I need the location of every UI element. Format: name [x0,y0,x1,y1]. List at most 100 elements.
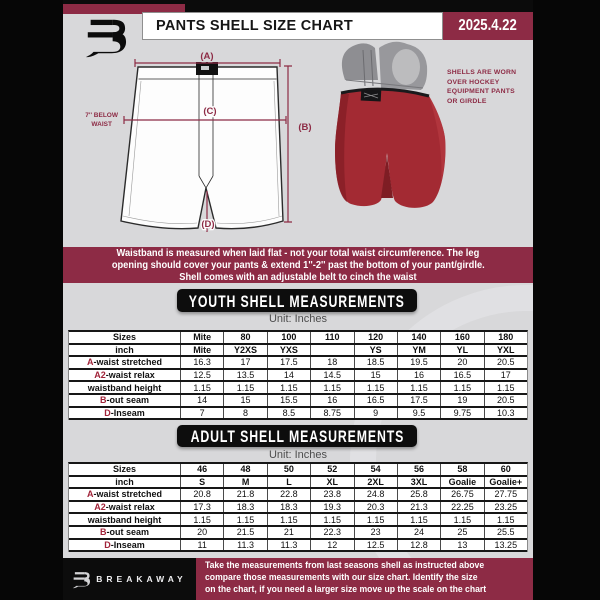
footer-instructions-box: Take the measurements from last seasons … [196,558,533,600]
pants-measurement-diagram: (A) (C) (B) (D) 7'' BELOW WAIST [85,50,313,232]
table-row: D -Inseam 11 11.3 11.3 12 12.5 12.8 13 13.25 [69,539,527,553]
waistband-info-banner: Waistband is measured when laid flat - n… [63,247,533,283]
adult-banner-title: ADULT SHELL MEASUREMENTS [190,426,404,446]
table-cell: 12.5 [180,369,223,381]
table-cell: 20.5 [483,394,527,406]
table-cell: 21.8 [223,489,266,500]
photo-caption-line: OR GIRDLE [447,97,487,105]
table-cell: 21 [266,526,310,538]
youth-measurements-table: Sizes Mite 80 100 110 120 140 160 180 inch Mite Y2X… [68,330,528,421]
table-cell: 1.15 [180,514,223,525]
footer-note-line: on the chart, if you need a larger size … [205,584,487,596]
table-cell: 1.15 [310,514,353,525]
table-cell: 1.15 [180,382,223,393]
table-cell: M [223,476,266,488]
table-cell: 3XL [396,476,440,488]
row-label: waistband height [87,514,162,525]
page-title: PANTS SHELL SIZE CHART [156,18,353,34]
youth-section-banner: YOUTH SHELL MEASUREMENTS [177,289,417,312]
table-row: D -Inseam 7 8 8.5 8.75 9 9.5 9.75 10.3 [69,407,527,421]
table-cell: 1.15 [483,514,527,525]
table-cell: 60 [483,464,527,475]
table-cell: 27.75 [483,489,527,500]
table-cell: 16 [396,369,440,381]
table-cell: 1.15 [223,382,266,393]
row-label: D -Inseam [104,407,145,418]
table-cell: L [266,476,310,488]
footer-note-line: Take the measurements from last seasons … [205,560,485,571]
table-row: B -out seam 14 15 15.5 16 16.5 17.5 19 20.5 [69,394,527,408]
table-cell: 56 [396,464,440,475]
table-cell: 25 [440,526,483,538]
table-cell: YXL [483,344,527,356]
youth-banner-title: YOUTH SHELL MEASUREMENTS [189,291,405,310]
table-row: waistband height 1.15 1.15 1.15 1.15 1.15 1.15… [69,514,527,527]
table-cell: 12.8 [396,539,440,551]
row-label: waistband height [87,382,162,393]
measurement-label-b: (B) [298,122,311,133]
table-cell: 22.25 [440,501,483,513]
table-cell: 17 [223,357,266,368]
row-label: B -out seam [99,395,149,406]
table-cell: 16.3 [180,357,223,368]
table-row: A2 -waist relax 17.3 18.3 18.3 19.3 20.3 21.3 22… [69,501,527,515]
table-cell: YL [440,344,483,356]
table-cell: 58 [440,464,483,475]
table-cell: 52 [310,464,353,475]
table-cell: 13 [440,539,483,551]
table-cell: 9.5 [396,407,440,419]
table-cell: 48 [223,464,266,475]
table-cell: 15.5 [266,394,310,406]
table-cell: 1.15 [483,382,527,393]
table-cell: 1.15 [266,382,310,393]
table-cell: 12 [310,539,353,551]
table-cell: Y2XS [223,344,266,356]
table-cell: 21.3 [396,501,440,513]
shorts-outline [120,66,284,230]
table-cell: 19 [440,394,483,406]
footer-brand-box: BREAKAWAY [63,558,196,600]
measurement-label-c: (C) [203,106,216,117]
measurement-label-d: (D) [201,219,214,230]
table-cell: 20 [440,357,483,368]
table-row: B -out seam 20 21.5 21 22.3 23 24 25 25.5 [69,526,527,540]
adult-section-banner: ADULT SHELL MEASUREMENTS [177,425,417,447]
row-label: Sizes [112,332,136,343]
row-label: A2 -waist relax [94,370,155,381]
breakaway-logo-icon [85,19,127,58]
photo-caption-line: EQUIPMENT PANTS [447,88,515,96]
table-cell: Mite [180,344,223,356]
adult-measurements-table: Sizes 46 48 50 52 54 56 58 60 inch S M L XL 2XL 3XL Goal… [68,462,528,553]
table-cell: 19.3 [310,501,353,513]
table-cell: 14.5 [310,369,353,381]
table-cell: XL [310,476,353,488]
table-cell: YXS [266,344,310,356]
table-cell: YM [396,344,440,356]
table-cell: YS [353,344,397,356]
table-cell: 1.15 [353,382,397,393]
waist-note-line2: WAIST [91,121,112,128]
table-cell: 19.5 [396,357,440,368]
table-cell [310,344,353,356]
table-cell: 11.3 [266,539,310,551]
table-cell: 15 [353,369,397,381]
table-row: Sizes Mite 80 100 110 120 140 160 180 [69,332,527,345]
measurement-label-a: (A) [200,51,213,62]
row-label: inch [115,476,134,487]
table-cell: 20 [180,526,223,538]
table-cell: 10.3 [483,407,527,419]
table-cell: 110 [310,332,353,343]
table-cell: Goalie+ [483,476,527,488]
table-row: A -waist stretched 16.3 17 17.5 18 18.5 19.5 20 2… [69,357,527,370]
shell-product-photo [335,41,446,208]
table-cell: 20.5 [483,357,527,368]
row-label: A2 -waist relax [94,502,155,513]
table-cell: Mite [180,332,223,343]
photo-caption-line: SHELLS ARE WORN [447,69,517,76]
table-cell: 16 [310,394,353,406]
table-cell: 17.3 [180,501,223,513]
table-cell: 11.3 [223,539,266,551]
table-cell: 1.15 [440,514,483,525]
table-cell: 23.8 [310,489,353,500]
row-label: D -Inseam [104,539,145,550]
